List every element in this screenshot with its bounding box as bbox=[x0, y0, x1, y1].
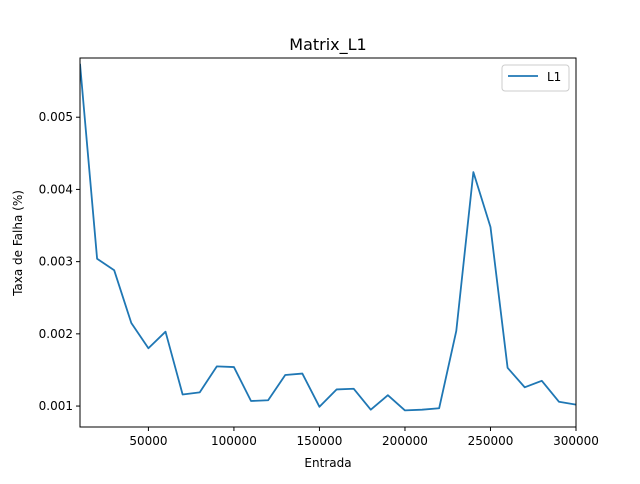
data-point bbox=[250, 400, 252, 402]
data-point bbox=[541, 380, 543, 382]
legend-box bbox=[501, 64, 570, 92]
data-point bbox=[489, 226, 491, 228]
y-axis-label: Taxa de Falha (%) bbox=[11, 190, 25, 297]
data-point bbox=[284, 374, 286, 376]
plot-frame bbox=[79, 57, 577, 428]
x-tick-label: 250000 bbox=[468, 434, 514, 448]
y-tick-label: 0.002 bbox=[39, 327, 73, 341]
data-point bbox=[421, 408, 423, 410]
data-point bbox=[233, 366, 235, 368]
data-point bbox=[352, 388, 354, 390]
series-line-l1 bbox=[80, 63, 576, 412]
data-point bbox=[181, 393, 183, 395]
data-point bbox=[404, 409, 406, 411]
data-point bbox=[147, 347, 149, 349]
data-point bbox=[199, 391, 201, 393]
data-point bbox=[301, 372, 303, 374]
data-point bbox=[506, 367, 508, 369]
y-tick-label: 0.005 bbox=[39, 110, 73, 124]
legend: L1 bbox=[501, 64, 570, 92]
data-point bbox=[335, 388, 337, 390]
data-point bbox=[455, 330, 457, 332]
data-point bbox=[558, 401, 560, 403]
x-tick-label: 200000 bbox=[382, 434, 428, 448]
y-tick-label: 0.001 bbox=[39, 399, 73, 413]
y-tick-label: 0.004 bbox=[39, 182, 73, 196]
x-tick-label: 150000 bbox=[297, 434, 343, 448]
data-point bbox=[438, 407, 440, 409]
x-tick-label: 100000 bbox=[211, 434, 257, 448]
legend-label-l1: L1 bbox=[547, 70, 561, 84]
y-tick-label: 0.003 bbox=[39, 255, 73, 269]
data-point bbox=[216, 365, 218, 367]
x-tick-label: 50000 bbox=[129, 434, 167, 448]
data-point bbox=[472, 171, 474, 173]
data-point bbox=[130, 322, 132, 324]
data-point bbox=[370, 408, 372, 410]
x-axis-label: Entrada bbox=[304, 456, 351, 470]
data-point bbox=[113, 269, 115, 271]
data-point bbox=[318, 406, 320, 408]
chart-title: Matrix_L1 bbox=[289, 35, 366, 55]
data-point bbox=[164, 330, 166, 332]
data-point bbox=[96, 258, 98, 260]
data-point bbox=[387, 394, 389, 396]
data-point bbox=[523, 386, 525, 388]
data-point bbox=[267, 399, 269, 401]
x-tick-label: 300000 bbox=[553, 434, 599, 448]
